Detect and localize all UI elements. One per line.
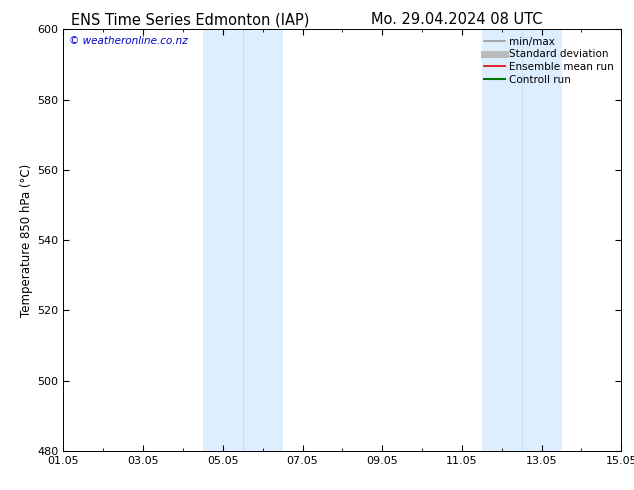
Bar [482,29,522,451]
Text: ENS Time Series Edmonton (IAP): ENS Time Series Edmonton (IAP) [71,12,309,27]
Text: © weatheronline.co.nz: © weatheronline.co.nz [69,36,188,46]
Bar [243,29,283,451]
Y-axis label: Temperature 850 hPa (°C): Temperature 850 hPa (°C) [20,164,33,317]
Bar [522,29,562,451]
Bar [203,29,243,451]
Text: Mo. 29.04.2024 08 UTC: Mo. 29.04.2024 08 UTC [371,12,542,27]
Legend: min/max, Standard deviation, Ensemble mean run, Controll run: min/max, Standard deviation, Ensemble me… [482,35,616,87]
